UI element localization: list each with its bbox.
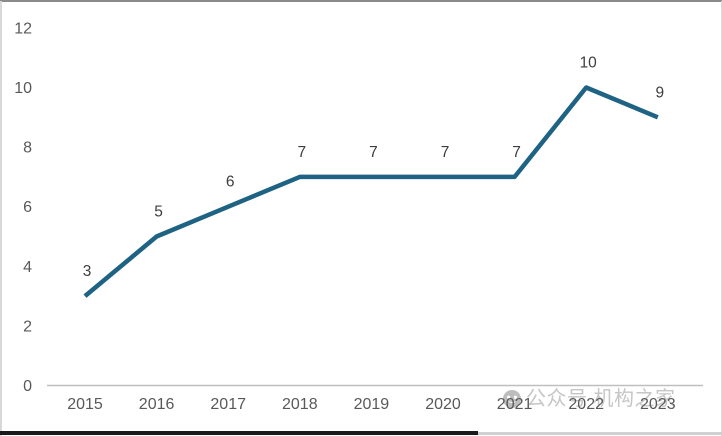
data-series-line [83, 85, 659, 298]
y-axis-tick-label: 4 [23, 259, 32, 276]
data-point-label: 7 [369, 144, 378, 161]
data-point-label: 6 [226, 174, 235, 191]
x-axis-tick-label: 2019 [354, 396, 390, 413]
y-axis-tick-label: 10 [14, 80, 32, 97]
watermark-text: 公众号 机构之家 [526, 388, 676, 410]
y-axis-tick-label: 6 [23, 199, 32, 216]
wechat-official-account-icon [503, 390, 521, 408]
x-axis-tick-label: 2015 [67, 396, 103, 413]
x-axis-tick-label: 2017 [210, 396, 246, 413]
x-axis-tick-label: 2022 [568, 396, 604, 413]
x-axis-tick-label: 2021 [497, 396, 533, 413]
bottom-progress-bar-light [478, 431, 722, 435]
x-axis-tick-label: 2023 [640, 396, 676, 413]
x-axis-tick-label: 2016 [139, 396, 175, 413]
watermark: 公众号 机构之家 [503, 389, 676, 409]
y-axis-tick-label: 8 [23, 140, 32, 157]
bottom-progress-bar-dark [0, 431, 478, 435]
x-axis-tick-label: 2020 [425, 396, 461, 413]
data-point-label: 5 [154, 204, 163, 221]
x-axis-tick-label: 2018 [282, 396, 318, 413]
data-point-label: 9 [655, 84, 664, 101]
data-point-label: 7 [512, 144, 521, 161]
data-point-label: 3 [83, 263, 92, 280]
y-axis-tick-label: 12 [14, 20, 32, 37]
y-axis-tick-label: 2 [23, 318, 32, 335]
data-point-label: 7 [441, 144, 450, 161]
y-axis-tick-label: 0 [23, 378, 32, 395]
data-point-label: 7 [297, 144, 306, 161]
data-point-label: 10 [580, 55, 598, 72]
